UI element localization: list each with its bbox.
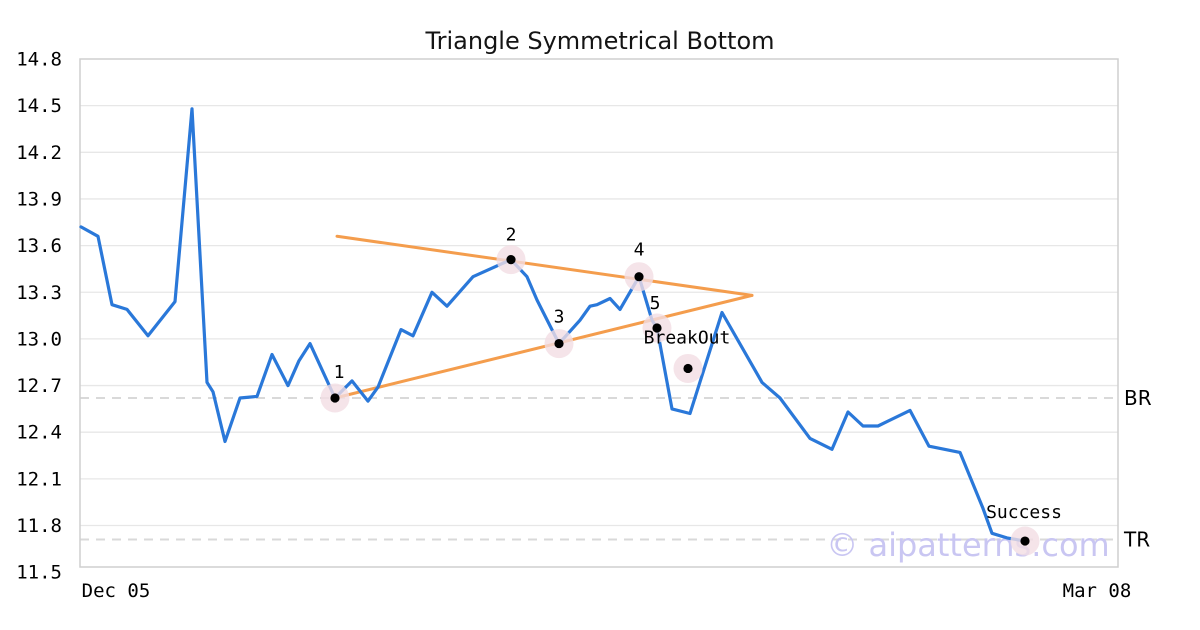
pattern-dot-4 [634,272,644,282]
y-tick-label: 14.2 [16,142,62,164]
trendline-lower [333,293,754,400]
pattern-dot-success [1020,536,1030,546]
y-tick-label: 12.7 [16,375,62,397]
y-tick-label: 12.1 [16,468,62,490]
pattern-dot-3 [554,338,564,349]
pattern-dot-5 [652,323,662,333]
pattern-label-success: Success [986,502,1062,523]
y-tick-label: 11.5 [16,562,62,584]
level-label-br: BR [1124,386,1152,410]
y-tick-label: 14.5 [16,95,62,117]
pattern-label-3: 3 [554,307,565,328]
pattern-label-breakout: BreakOut [644,327,731,348]
y-tick-label: 11.8 [16,515,62,537]
pattern-label-4: 4 [634,240,645,261]
price-line [79,107,1027,543]
pattern-label-2: 2 [506,225,517,246]
x-tick-label: Dec 05 [82,580,151,602]
y-tick-label: 12.4 [16,422,62,444]
trendline-upper [335,234,754,297]
watermark: © aipatterns.com [826,526,1109,564]
plot-frame [79,58,1119,568]
level-label-tr: TR [1123,527,1150,551]
pattern-label-1: 1 [334,362,345,383]
chart-title: Triangle Symmetrical Bottom [425,27,775,55]
y-tick-label: 13.6 [16,235,62,257]
y-tick-label: 13.3 [16,282,62,304]
y-tick-label: 13.9 [16,188,62,210]
pattern-dot-1 [330,393,340,403]
x-tick-label: Mar 08 [1063,580,1132,602]
pattern-label-5: 5 [650,293,661,314]
pattern-dot-2 [506,254,516,265]
y-tick-label: 13.0 [16,328,62,350]
pattern-dot-breakout [683,363,693,374]
y-tick-label: 14.8 [16,49,62,71]
